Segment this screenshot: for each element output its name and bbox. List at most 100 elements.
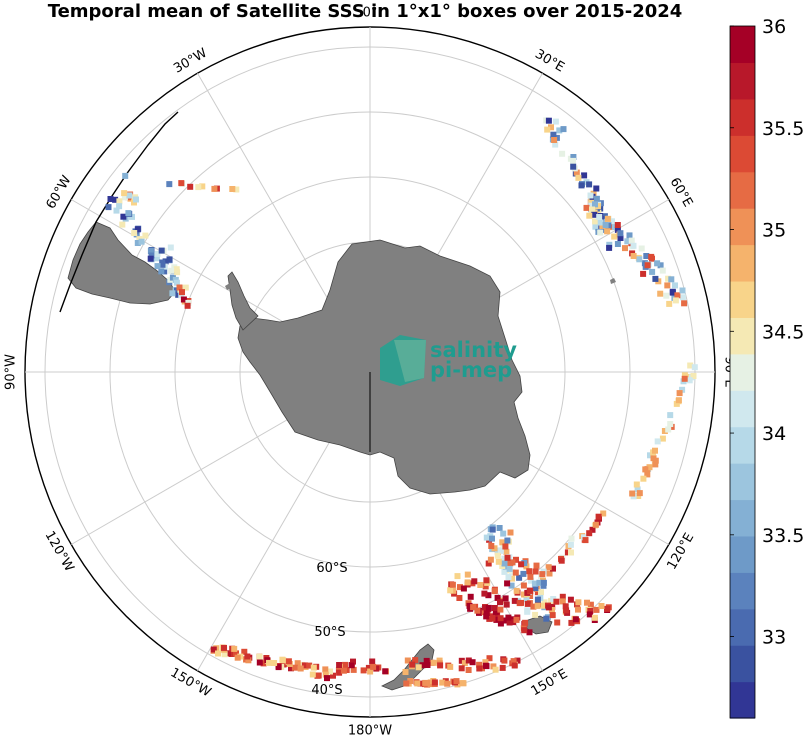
sss-cell [583,204,590,211]
sss-cell [509,559,516,566]
sss-cell [173,279,180,286]
colorbar-block [730,535,755,573]
sss-cell [167,244,174,251]
sss-cell [568,535,575,542]
logo-line-salinity: salinity [430,338,517,362]
sss-cell [587,192,594,199]
sss-cell [245,657,252,664]
sss-cell [360,667,367,674]
sss-cell [567,541,574,548]
sss-cell [575,606,581,613]
sss-cell [690,373,697,379]
sss-cell [120,213,127,220]
sss-cell [322,666,329,673]
sss-cell [315,672,322,679]
sss-cell [244,653,251,660]
sss-cell [554,619,561,626]
sss-cell [504,554,511,561]
sss-cell [324,675,330,682]
meridian-line [197,428,338,672]
sss-cell [512,569,519,576]
sss-cell [483,613,490,620]
sss-cell [644,471,651,478]
sss-cell [439,679,446,686]
sss-cell [549,603,556,610]
sss-cell [483,534,490,541]
sss-cell [560,126,567,133]
sss-cell [614,222,621,228]
sss-cell [611,233,618,240]
sss-cell [350,666,357,673]
sss-cell [178,292,185,299]
sss-cell [508,569,515,575]
sss-cell [550,565,556,572]
sss-cell [174,287,180,294]
sss-cell [450,587,457,594]
sss-cell [511,662,518,669]
sss-cell [652,461,659,468]
sss-cell [587,601,594,608]
sss-cell [592,223,599,230]
sss-cell [367,668,374,675]
colorbar-block [730,608,755,646]
sss-cell [112,196,119,203]
sss-cell [545,117,552,124]
sss-cell [489,535,495,542]
sss-cell [483,577,490,584]
sss-cell [606,244,613,251]
sss-cell [414,680,421,687]
sss-cell [534,602,541,609]
sss-cell [521,560,528,566]
sss-cell [116,198,123,205]
sss-cell [122,172,129,179]
sss-cell [500,530,507,537]
sss-cell [485,604,492,611]
sss-cell [562,603,569,610]
sss-cell [279,656,286,663]
sss-cell [412,657,419,664]
sss-cell [657,290,664,297]
sss-cell [180,296,187,303]
sss-cell [592,218,598,225]
sss-cell [113,207,120,214]
sss-cell [570,154,577,160]
colorbar-tick-label: 35 [762,220,786,242]
meridian-label: 90°W [4,354,19,390]
sss-cell [644,262,651,269]
sss-cell [147,255,154,262]
sss-cell [636,490,643,497]
sss-cell [633,481,640,488]
sss-cell [234,654,241,661]
sss-cell [430,659,437,666]
sss-cell [476,665,483,672]
sss-cell [327,668,333,675]
sss-cell [630,253,637,259]
sss-cell [131,230,138,236]
sss-cell [469,659,476,666]
sss-cell [494,594,501,601]
sss-cell [592,201,598,208]
sss-cell [342,661,349,668]
sss-cell [659,435,666,442]
colorbar-tick-label: 34.5 [762,321,804,343]
sss-cell [654,260,661,267]
colorbar-tick-label: 36 [762,16,786,38]
sss-cell [524,608,531,615]
sss-cell [260,660,267,667]
sss-cell [460,585,467,592]
sss-cell [310,664,317,671]
sss-cell [559,598,566,605]
sss-cell [482,659,489,666]
sss-cell [121,194,128,201]
sss-cell [424,662,431,668]
sss-cell [477,582,484,588]
colorbar-block [730,681,755,719]
sss-cell [402,669,409,675]
sss-cell [545,604,552,611]
sss-cell [570,157,576,164]
sss-cell [672,282,678,289]
sss-cell [458,657,465,664]
sss-cell [643,253,650,259]
colorbar-block [730,62,755,100]
